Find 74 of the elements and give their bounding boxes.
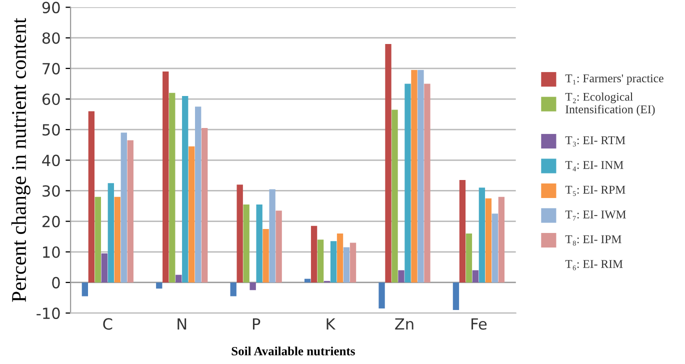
y-tick-label: 40 [42,154,60,166]
bar [101,253,108,282]
legend-label: T₄: EI- INM [565,161,624,172]
y-tick-label: 30 [42,185,60,197]
x-tick-label: K [326,318,336,330]
bar [385,44,392,282]
bar [250,282,256,290]
bar [262,228,269,282]
bar [176,274,182,282]
bar [195,106,202,282]
bar [317,240,324,282]
bar [169,92,176,282]
bar [418,70,424,282]
y-axis-title: Percent change in nutrient content [11,18,30,302]
bar [392,110,398,282]
y-tick-label: 50 [42,124,60,136]
bar [108,183,114,282]
text: T₆: EI- RIM [565,260,623,270]
bar [378,282,385,308]
bar [114,196,120,282]
bar [485,198,492,282]
bar [88,111,95,282]
bar [350,242,356,282]
bar [459,180,466,282]
bar [127,140,134,282]
legend-label: T₈: EI- IPM [565,235,622,246]
bar [243,204,250,282]
y-tick-label: 0 [52,276,60,288]
bar [398,270,404,282]
bar [478,188,486,282]
bar [276,210,282,282]
y-tick-label: 70 [42,62,60,74]
bar [411,70,418,282]
bar [269,189,276,282]
bar [330,241,337,282]
bar [82,282,88,296]
bar [343,247,350,282]
bar [156,282,162,289]
bar [94,196,102,282]
bar [182,96,188,282]
bar [256,204,262,282]
y-tick-label: 10 [43,246,60,258]
x-tick-label: Zn [395,318,414,330]
bar [188,146,195,282]
bar [162,71,169,282]
x-tick-label: Fe [472,318,487,330]
x-tick-label: C [103,318,112,330]
legend-label: T₇: EI- IWM [565,210,626,221]
bar [310,226,318,282]
y-tick-label: 60 [42,93,60,106]
legend-label: T₁: Farmers' practice [565,74,664,85]
y-tick-label: 90 [42,2,60,14]
legend-label: T₃: EI- RTM [565,136,626,147]
bar [492,214,498,282]
bar [336,234,344,282]
bar [452,282,460,310]
bar [120,132,127,282]
bar [230,282,236,296]
x-axis-title: Soil Available nutrients [232,346,355,356]
x-tick-label: P [252,318,260,330]
bar [424,84,430,282]
bar [472,270,479,282]
legend-label: T₂: Ecological Intensification (EI) [565,92,655,116]
bar [202,128,208,282]
bar [404,84,411,282]
bar [236,184,243,282]
bar [466,234,472,282]
bar [498,196,505,282]
x-tick-label: N [178,318,186,330]
y-tick-label: 80 [42,32,60,44]
y-tick-label: -10 [36,308,60,320]
y-tick-label: 20 [42,216,60,228]
bar [304,278,311,282]
legend-label: T₅: EI- RPM [565,186,626,196]
